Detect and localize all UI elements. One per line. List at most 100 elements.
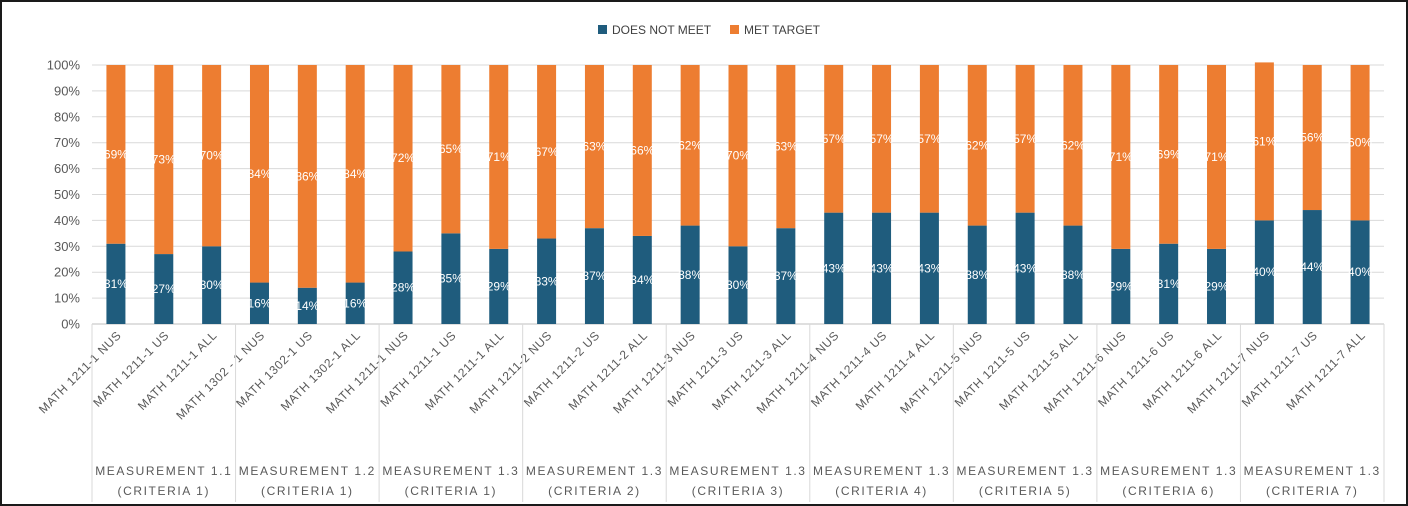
bar-met-target [919,65,939,213]
data-label-met-target: 57% [1013,132,1037,146]
group-label-line2: (CRITERIA 7) [1266,484,1359,498]
y-tick-label: 50% [54,187,80,202]
bar-met-target [728,65,748,247]
data-label-does-not-meet: 30% [726,278,750,292]
bar-met-target [202,65,222,247]
category-label: MATH 1211-5 ALL [996,328,1081,413]
bar-met-target [393,65,413,252]
data-label-does-not-meet: 31% [1157,277,1181,291]
data-label-met-target: 57% [822,132,846,146]
data-label-does-not-meet: 37% [582,269,606,283]
bar-met-target [967,65,987,226]
data-label-met-target: 71% [1205,150,1229,164]
y-tick-label: 0% [61,317,80,332]
bar-does-not-meet [1350,220,1370,324]
bar-met-target [872,65,892,213]
category-label: MATH 1211-1 NUS [36,328,124,416]
legend-swatch [730,25,739,34]
bar-met-target [680,65,700,226]
category-label: MATH 1211-2 NUS [467,328,555,416]
data-label-does-not-meet: 38% [1061,268,1085,282]
data-label-does-not-meet: 29% [487,279,511,293]
data-label-met-target: 63% [582,140,606,154]
group-label-line2: (CRITERIA 3) [692,484,785,498]
group-label-line1: MEASUREMENT 1.3 [1244,464,1381,478]
data-label-does-not-meet: 37% [774,269,798,283]
data-label-met-target: 56% [1300,131,1324,145]
data-label-does-not-meet: 14% [295,299,319,313]
bar-does-not-meet [1207,248,1227,324]
data-label-does-not-meet: 44% [1300,260,1324,274]
data-label-met-target: 72% [391,151,415,165]
data-label-met-target: 71% [1109,150,1133,164]
bar-met-target [1207,65,1227,249]
y-tick-label: 10% [54,291,80,306]
data-label-does-not-meet: 33% [535,274,559,288]
group-label-line2: (CRITERIA 1) [261,484,354,498]
bar-does-not-meet [728,246,748,324]
data-label-met-target: 73% [152,153,176,167]
bar-does-not-meet [584,228,604,324]
bar-does-not-meet [1063,225,1083,324]
bar-does-not-meet [489,248,509,324]
bar-does-not-meet [632,235,652,324]
bar-does-not-meet [1015,212,1035,324]
bar-met-target [441,65,461,234]
y-tick-label: 90% [54,83,80,98]
data-label-met-target: 84% [343,167,367,181]
category-label: MATH 1302 - 1 NUS [173,328,267,422]
bar-met-target [345,65,365,283]
data-label-met-target: 86% [295,169,319,183]
bar-does-not-meet [537,238,557,324]
data-label-met-target: 60% [1348,136,1372,150]
category-label: MATH 1211-5 NUS [897,328,985,416]
data-label-met-target: 65% [439,142,463,156]
category-label: MATH 1211-4 NUS [754,328,842,416]
data-label-met-target: 84% [247,167,271,181]
group-label-line1: MEASUREMENT 1.3 [1100,464,1237,478]
bar-does-not-meet [919,212,939,324]
data-label-does-not-meet: 30% [200,278,224,292]
data-label-met-target: 62% [678,138,702,152]
category-label: MATH 1211-3 NUS [610,328,698,416]
group-label-line1: MEASUREMENT 1.3 [382,464,519,478]
bar-does-not-meet [872,212,892,324]
bar-does-not-meet [202,246,222,324]
group-label-line2: (CRITERIA 1) [405,484,498,498]
bar-does-not-meet [1159,243,1179,324]
data-label-met-target: 67% [535,145,559,159]
bar-met-target [824,65,844,213]
data-label-does-not-meet: 43% [822,261,846,275]
bar-met-target [154,65,174,255]
bar-does-not-meet [824,212,844,324]
group-label-line2: (CRITERIA 1) [118,484,211,498]
data-label-does-not-meet: 43% [870,261,894,275]
bar-does-not-meet [1302,210,1322,324]
data-label-does-not-meet: 29% [1205,279,1229,293]
y-tick-label: 100% [47,58,81,73]
data-label-met-target: 66% [630,143,654,157]
data-label-met-target: 57% [870,132,894,146]
y-tick-label: 80% [54,109,80,124]
y-tick-label: 70% [54,135,80,150]
group-label-line1: MEASUREMENT 1.3 [957,464,1094,478]
y-tick-label: 20% [54,265,80,280]
bar-met-target [249,65,269,283]
group-label-line2: (CRITERIA 6) [1122,484,1215,498]
bar-does-not-meet [345,282,365,324]
group-label-line1: MEASUREMENT 1.2 [239,464,376,478]
bar-met-target [1063,65,1083,226]
category-label: MATH 1211-3 ALL [709,328,794,413]
bar-met-target [489,65,509,249]
data-label-does-not-meet: 29% [1109,279,1133,293]
data-label-met-target: 57% [917,132,941,146]
group-label-line2: (CRITERIA 4) [835,484,928,498]
bar-met-target [537,65,557,239]
bar-met-target [1015,65,1035,213]
data-label-does-not-meet: 38% [678,268,702,282]
y-tick-label: 30% [54,239,80,254]
data-label-met-target: 70% [200,149,224,163]
bar-does-not-meet [154,254,174,324]
data-label-met-target: 71% [487,150,511,164]
legend-label: MET TARGET [744,23,821,37]
